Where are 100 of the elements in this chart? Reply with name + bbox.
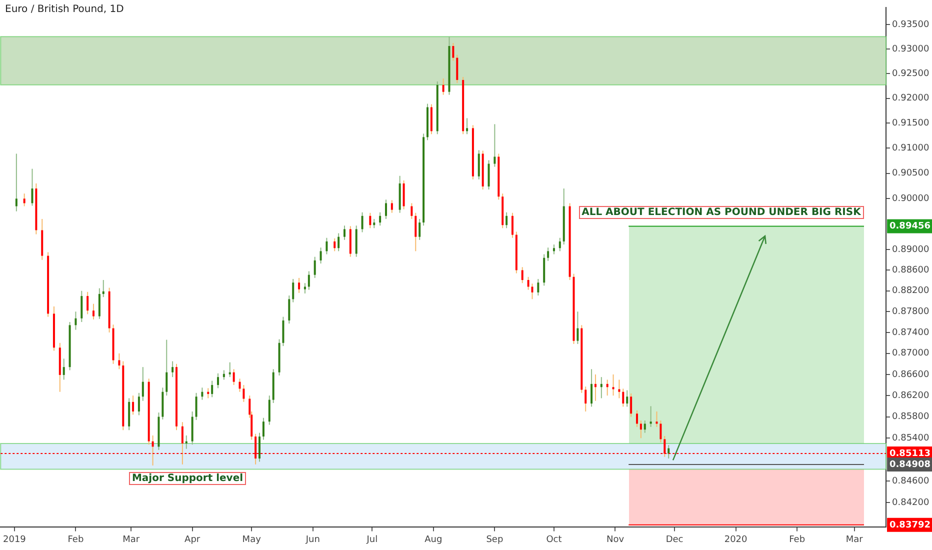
candlestick: [201, 387, 204, 400]
y-tick-label: 0.91500: [892, 118, 930, 129]
candlestick: [217, 372, 220, 389]
candlestick: [23, 193, 26, 207]
candlestick: [92, 303, 95, 320]
candlestick: [618, 379, 620, 399]
candlestick: [98, 288, 100, 320]
candlestick: [612, 374, 614, 396]
candlestick: [138, 392, 140, 416]
band-label: Major Support level: [128, 472, 246, 486]
candlestick: [282, 316, 284, 347]
candlestick: [207, 388, 210, 399]
candlestick: [488, 160, 490, 190]
annotation: ALL ABOUT ELECTION AS POUND UNDER BIG RISK: [578, 206, 864, 220]
candlestick: [626, 390, 628, 408]
x-tick-label: Feb: [68, 534, 84, 545]
candlestick: [660, 420, 662, 443]
y-tick-label: 0.87800: [892, 306, 930, 317]
candlestick: [172, 360, 174, 378]
candlestick: [326, 237, 328, 255]
candlestick: [320, 247, 322, 264]
y-tick-label: 0.89000: [892, 244, 930, 255]
candlestick: [456, 54, 458, 84]
candlestick: [102, 280, 104, 298]
candlestick: [132, 395, 134, 416]
candlestick: [584, 386, 587, 412]
candlestick: [222, 370, 225, 380]
ref-line-label: 0.85113: [890, 448, 930, 459]
candlestick: [537, 278, 540, 296]
y-tick-label: 0.87400: [892, 328, 930, 338]
candlestick: [606, 379, 608, 396]
candlestick: [258, 432, 261, 462]
y-tick-label: 0.84200: [892, 498, 930, 508]
candlestick: [494, 124, 496, 168]
candlestick: [418, 218, 421, 240]
candlestick: [636, 410, 638, 428]
candlestick: [656, 410, 658, 428]
candlestick: [390, 200, 393, 214]
candlestick: [314, 256, 316, 278]
x-tick-label: 2019: [3, 534, 26, 545]
y-tick-label: 0.86200: [892, 390, 930, 401]
candlestick: [640, 420, 642, 439]
candlestick: [402, 180, 405, 210]
x-tick-label: Aug: [424, 534, 442, 545]
candlestick: [166, 339, 168, 396]
candlestick: [369, 212, 372, 229]
y-tick-label: 0.92000: [892, 94, 930, 104]
x-tick-label: Mar: [122, 534, 140, 545]
chart-title: Euro / British Pound, 1D: [5, 4, 124, 15]
candlestick: [590, 368, 593, 408]
candlestick: [185, 434, 188, 450]
candlestick: [442, 78, 444, 96]
x-tick-label: Jul: [366, 534, 378, 545]
y-tick-label: 0.86600: [892, 370, 930, 380]
y-tick-label: 0.91000: [892, 144, 930, 154]
candlestick: [379, 212, 382, 226]
candlestick: [304, 282, 306, 294]
candlestick: [288, 295, 290, 324]
candlestick: [410, 202, 413, 220]
candlestick: [31, 168, 34, 206]
candlestick: [600, 376, 602, 399]
x-tick-label: Apr: [184, 534, 200, 545]
x-tick-label: Oct: [546, 534, 562, 545]
candlestick: [242, 384, 245, 402]
candlestick: [650, 406, 652, 428]
candlestick: [547, 247, 550, 262]
candlestick: [228, 362, 231, 378]
candlestick: [531, 283, 534, 300]
candlestick: [466, 118, 468, 135]
candlestick: [118, 352, 120, 370]
candlestick: [527, 276, 530, 290]
candlestick: [262, 417, 264, 440]
candlestick: [373, 218, 376, 229]
candlestick: [430, 104, 432, 135]
candlestick: [334, 238, 336, 252]
y-tick-label: 0.90000: [892, 194, 930, 204]
y-tick-label: 0.85400: [892, 433, 930, 444]
y-tick-label: 0.87000: [892, 348, 930, 359]
candlestick: [506, 212, 508, 229]
candlestick: [74, 311, 77, 330]
candlestick: [238, 378, 241, 392]
y-tick-label: 0.84600: [892, 476, 930, 486]
candlestick: [343, 225, 346, 240]
candlestick: [630, 392, 632, 418]
candlestick: [414, 212, 417, 252]
candlestick: [62, 358, 65, 380]
candlestick: [384, 199, 387, 220]
x-tick-label: Mar: [846, 534, 864, 545]
candlestick: [521, 266, 524, 284]
candlestick: [478, 150, 480, 180]
candlestick: [552, 244, 555, 255]
candlestick: [298, 277, 300, 294]
x-tick-label: Jun: [304, 534, 320, 545]
x-tick-label: Nov: [606, 534, 625, 545]
y-tick-label: 0.90500: [892, 168, 930, 179]
candlestick: [195, 392, 198, 420]
y-tick-label: 0.88200: [892, 286, 930, 296]
y-tick-label: 0.92500: [892, 68, 930, 79]
candlestick: [511, 212, 514, 238]
x-tick-label: May: [242, 534, 262, 545]
